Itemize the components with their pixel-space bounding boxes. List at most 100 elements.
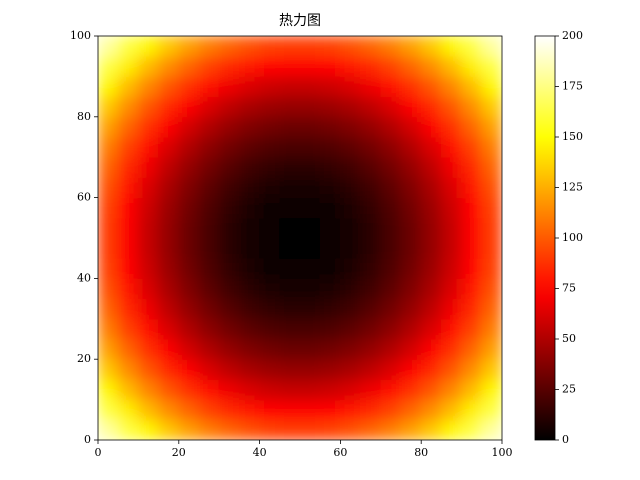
heat-cell: [440, 399, 463, 421]
heat-cell: [259, 136, 281, 158]
heat-cell: [339, 358, 362, 380]
heat-cell: [238, 36, 261, 57]
heat-cell: [400, 96, 422, 118]
heat-cell: [198, 378, 220, 401]
y-tick-label: 0: [84, 433, 91, 446]
heat-cell: [158, 176, 180, 199]
heat-cell: [98, 197, 119, 219]
colorbar-tick-label: 100: [562, 231, 583, 244]
heat-cell: [218, 257, 240, 279]
heat-cell: [420, 277, 442, 300]
heat-cell: [461, 96, 483, 118]
heat-cell: [117, 176, 139, 199]
heat-cell: [440, 419, 463, 440]
heat-cell: [360, 36, 382, 57]
heat-cell: [178, 399, 200, 421]
heat-cell: [137, 399, 160, 421]
heat-cell: [137, 338, 160, 360]
heat-cell: [319, 55, 341, 77]
heat-cell: [400, 318, 422, 340]
y-tick-label: 80: [77, 110, 91, 123]
heat-cell: [178, 237, 200, 259]
heat-cell: [481, 399, 502, 421]
heat-cell: [259, 419, 281, 440]
chart-title: 热力图: [279, 13, 321, 29]
heat-cell: [98, 318, 119, 340]
heat-cell: [198, 298, 220, 320]
heat-cell: [98, 237, 119, 259]
heat-cell: [319, 36, 341, 57]
heat-cell: [218, 116, 240, 138]
heat-cell: [319, 217, 341, 239]
heat-cell: [440, 197, 463, 219]
heat-cell: [420, 318, 442, 340]
heat-cell: [461, 36, 483, 57]
heat-cell: [339, 419, 362, 440]
heat-cell: [360, 237, 382, 259]
heat-cell: [319, 358, 341, 380]
heat-cell: [339, 277, 362, 300]
heat-cell: [319, 378, 341, 401]
heat-cell: [238, 257, 261, 279]
heat-cell: [158, 116, 180, 138]
heat-cell: [198, 399, 220, 421]
heat-cell: [158, 96, 180, 118]
heat-cell: [218, 318, 240, 340]
heat-cell: [279, 217, 301, 239]
heat-cell: [299, 197, 321, 219]
heat-cell: [259, 378, 281, 401]
heat-cell: [158, 338, 180, 360]
heat-cell: [299, 116, 321, 138]
heat-cell: [137, 298, 160, 320]
heat-cell: [117, 36, 139, 57]
heat-cell: [299, 156, 321, 178]
heat-cell: [339, 136, 362, 158]
heat-cell: [319, 338, 341, 360]
heat-cell: [440, 116, 463, 138]
heat-cell: [178, 96, 200, 118]
heat-cell: [137, 75, 160, 98]
heat-cell: [440, 237, 463, 259]
heat-cell: [279, 116, 301, 138]
heat-cell: [360, 55, 382, 77]
heat-cell: [198, 55, 220, 77]
heat-cell: [360, 217, 382, 239]
heat-cell: [137, 176, 160, 199]
heat-cell: [98, 116, 119, 138]
heat-cell: [420, 217, 442, 239]
heat-cell: [440, 75, 463, 98]
heat-cell: [380, 399, 402, 421]
heat-cell: [299, 237, 321, 259]
heat-cell: [440, 338, 463, 360]
x-tick-label: 100: [492, 446, 513, 459]
heat-cell: [461, 156, 483, 178]
heat-cell: [178, 197, 200, 219]
heat-cell: [380, 277, 402, 300]
heat-cell: [319, 116, 341, 138]
heat-cell: [319, 136, 341, 158]
colorbar-tick-label: 0: [562, 433, 569, 446]
heat-cell: [400, 36, 422, 57]
heat-cell: [158, 298, 180, 320]
heat-cell: [400, 156, 422, 178]
heat-cell: [360, 419, 382, 440]
heat-cell: [158, 399, 180, 421]
heat-cell: [299, 217, 321, 239]
heat-cell: [420, 36, 442, 57]
heat-cell: [339, 75, 362, 98]
heat-cell: [299, 318, 321, 340]
heat-cell: [380, 136, 402, 158]
heat-cell: [420, 378, 442, 401]
heat-cell: [137, 358, 160, 380]
plot-frame: [97, 35, 503, 441]
heat-cell: [360, 75, 382, 98]
heat-cell: [420, 419, 442, 440]
heat-cell: [137, 36, 160, 57]
heat-cell: [259, 257, 281, 279]
heat-cell: [117, 358, 139, 380]
heat-cell: [178, 298, 200, 320]
heat-cell: [319, 237, 341, 259]
heat-cell: [400, 55, 422, 77]
heat-cell: [339, 399, 362, 421]
